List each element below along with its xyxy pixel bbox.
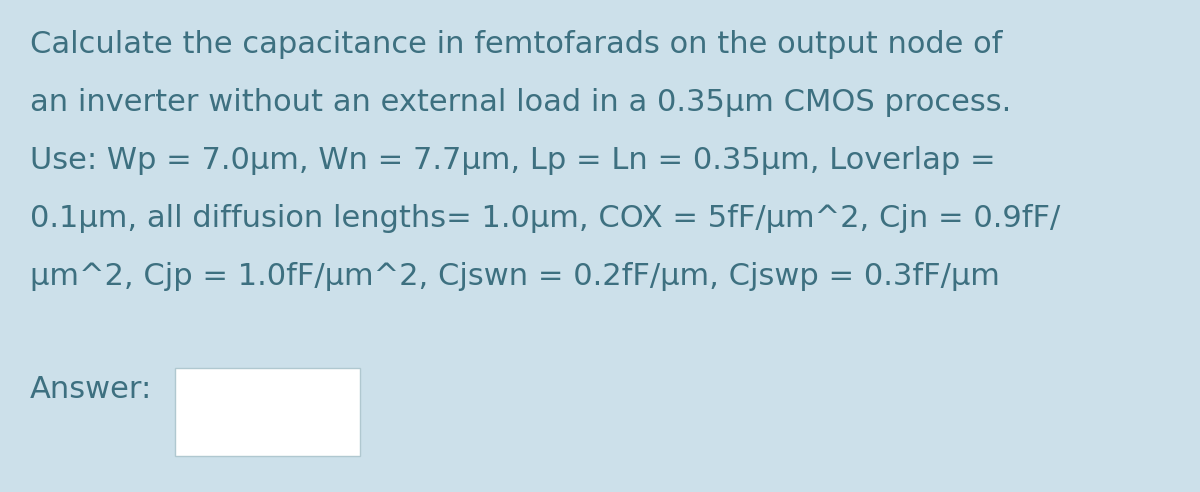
Text: 0.1μm, all diffusion lengths= 1.0μm, COX = 5fF/μm^2, Cjn = 0.9fF/: 0.1μm, all diffusion lengths= 1.0μm, COX… — [30, 204, 1061, 233]
Text: Calculate the capacitance in femtofarads on the output node of: Calculate the capacitance in femtofarads… — [30, 30, 1002, 59]
Text: Answer:: Answer: — [30, 375, 152, 404]
Bar — [175, 368, 360, 456]
Text: Use: Wp = 7.0μm, Wn = 7.7μm, Lp = Ln = 0.35μm, Loverlap =: Use: Wp = 7.0μm, Wn = 7.7μm, Lp = Ln = 0… — [30, 146, 996, 175]
Text: μm^2, Cjp = 1.0fF/μm^2, Cjswn = 0.2fF/μm, Cjswp = 0.3fF/μm: μm^2, Cjp = 1.0fF/μm^2, Cjswn = 0.2fF/μm… — [30, 262, 1000, 291]
Text: an inverter without an external load in a 0.35μm CMOS process.: an inverter without an external load in … — [30, 88, 1012, 117]
